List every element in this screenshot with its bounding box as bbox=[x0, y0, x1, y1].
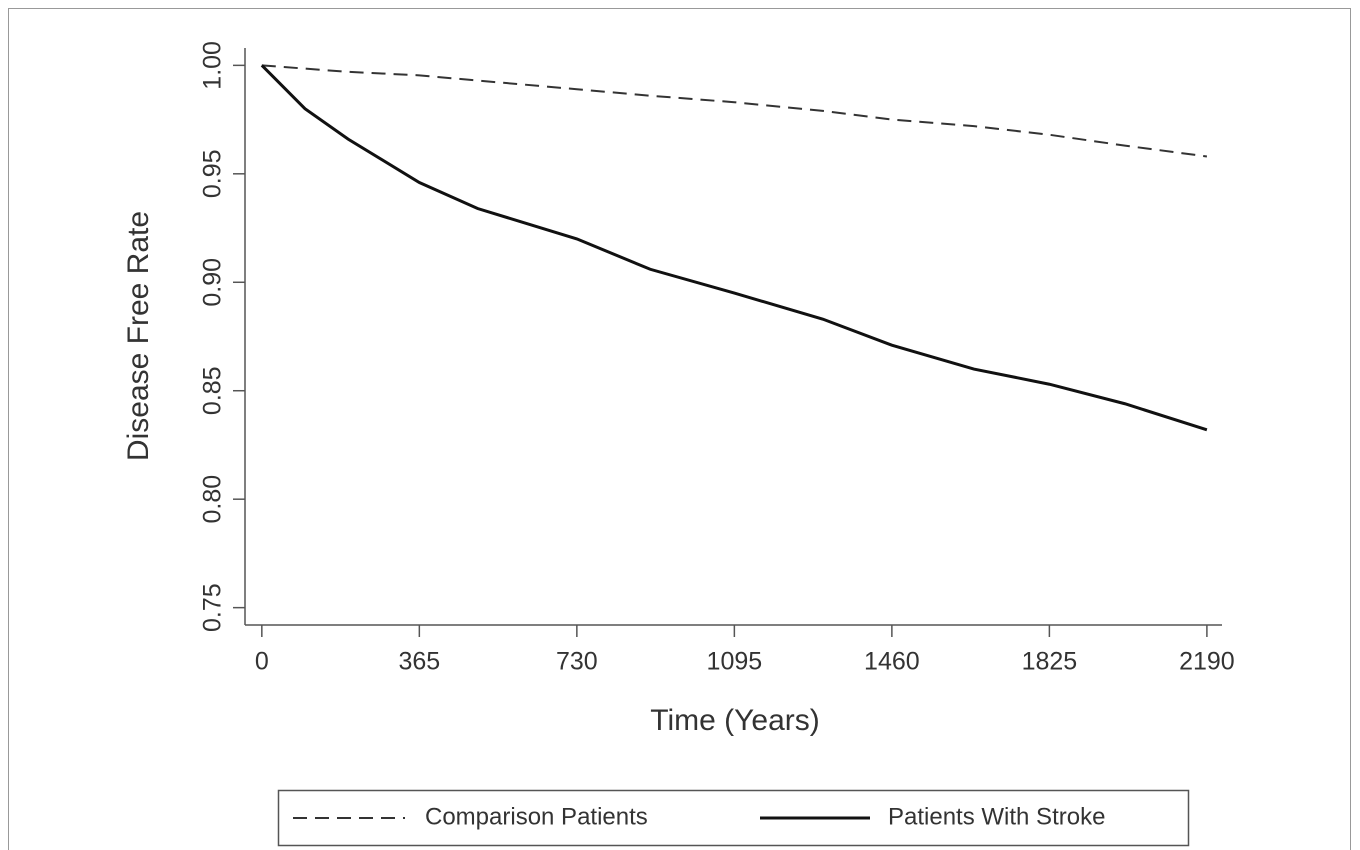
series-line bbox=[260, 64, 1208, 432]
y-tick-label: 0.80 bbox=[199, 475, 227, 524]
y-tick-label: 0.95 bbox=[199, 149, 227, 198]
x-tick-label: 730 bbox=[556, 648, 598, 676]
x-tick-label: 1825 bbox=[1022, 648, 1078, 676]
y-tick-label: 0.75 bbox=[199, 583, 227, 632]
frame bbox=[8, 8, 1351, 850]
y-tick-label: 0.85 bbox=[199, 366, 227, 415]
y-tick-label: 0.90 bbox=[199, 258, 227, 307]
y-tick-label: 1.00 bbox=[199, 41, 227, 90]
legend-box bbox=[277, 789, 1190, 847]
x-tick-label: 1095 bbox=[707, 648, 763, 676]
x-tick-label: 2190 bbox=[1179, 648, 1235, 676]
legend-label: Patients With Stroke bbox=[888, 803, 1105, 830]
x-tick-label: 1460 bbox=[864, 648, 920, 676]
series-line bbox=[261, 64, 1208, 158]
x-axis-label: Time (Years) bbox=[650, 704, 819, 737]
x-tick-label: 0 bbox=[255, 648, 269, 676]
x-tick-label: 365 bbox=[398, 648, 440, 676]
y-axis-label: Disease Free Rate bbox=[122, 211, 155, 461]
legend-label: Comparison Patients bbox=[425, 803, 648, 830]
